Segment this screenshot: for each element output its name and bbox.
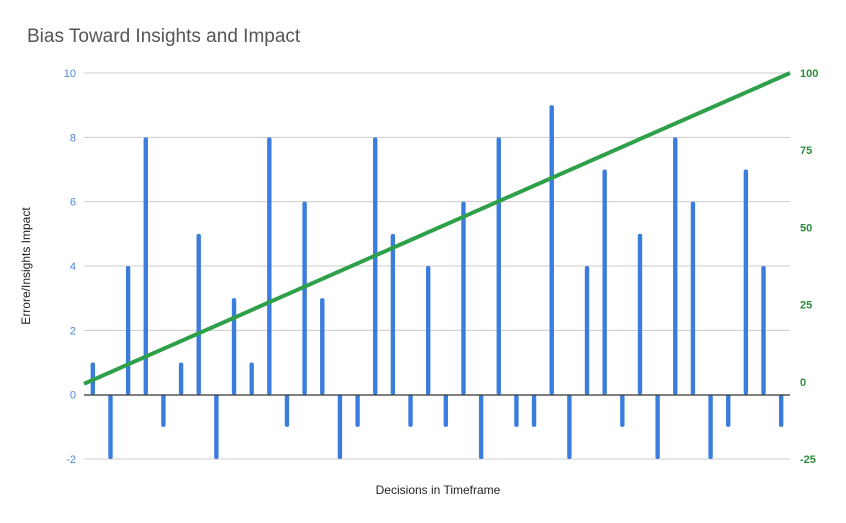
bar <box>549 105 554 395</box>
right-axis-ticks: -25 0 25 50 75 100 <box>800 68 818 466</box>
bar <box>531 394 537 427</box>
gridlines <box>84 72 790 460</box>
left-axis-ticks: -2 0 2 4 6 8 10 <box>64 68 76 466</box>
right-axis-tick-label: 50 <box>800 222 812 234</box>
bar <box>496 137 501 395</box>
bar <box>373 137 378 395</box>
bar <box>620 394 625 427</box>
bar <box>267 137 272 395</box>
bar <box>778 394 784 427</box>
bar <box>408 394 413 427</box>
chart-title: Bias Toward Insights and Impact <box>27 26 301 47</box>
bar <box>337 394 343 459</box>
y-axis-label: Errore/Insights Impact <box>19 207 33 325</box>
bar <box>196 233 201 395</box>
bar <box>637 233 643 395</box>
bar <box>161 394 166 427</box>
left-axis-tick-label: 10 <box>64 68 76 80</box>
bar <box>108 394 113 459</box>
bar <box>726 394 731 427</box>
bar <box>708 394 713 459</box>
left-axis-tick-label: 4 <box>70 261 76 273</box>
bar <box>478 394 484 459</box>
bar <box>514 394 519 427</box>
bar <box>443 394 449 427</box>
left-axis-tick-label: 8 <box>70 132 76 144</box>
bar <box>302 201 307 395</box>
right-axis-tick-label: 100 <box>800 68 818 80</box>
bar <box>214 394 219 459</box>
bar <box>425 266 431 395</box>
bar-series <box>90 105 784 459</box>
bar <box>249 362 254 395</box>
bar <box>743 169 749 395</box>
bar <box>761 266 766 395</box>
right-axis-tick-label: 25 <box>800 300 812 312</box>
trend-line <box>83 71 791 386</box>
x-axis-label: Decisions in Timeframe <box>375 483 501 497</box>
right-axis-tick-label: 75 <box>800 145 812 157</box>
bar <box>567 394 572 459</box>
right-axis-tick-label: 0 <box>800 377 806 389</box>
bar <box>390 233 396 395</box>
bar <box>125 266 131 395</box>
bar <box>584 266 590 395</box>
bar <box>178 362 184 395</box>
bar <box>655 394 660 459</box>
bar <box>673 137 678 395</box>
bar <box>461 201 466 395</box>
bar <box>320 298 325 395</box>
left-axis-tick-label: 2 <box>70 325 76 337</box>
right-axis-tick-label: -25 <box>800 454 816 466</box>
bar <box>690 201 696 395</box>
bar <box>143 137 148 395</box>
left-axis-tick-label: 0 <box>70 390 76 402</box>
bar <box>231 298 237 395</box>
left-axis-tick-label: -2 <box>66 454 76 466</box>
left-axis-tick-label: 6 <box>70 197 76 209</box>
bar <box>602 169 607 395</box>
bar <box>284 394 290 427</box>
bar <box>355 394 360 427</box>
